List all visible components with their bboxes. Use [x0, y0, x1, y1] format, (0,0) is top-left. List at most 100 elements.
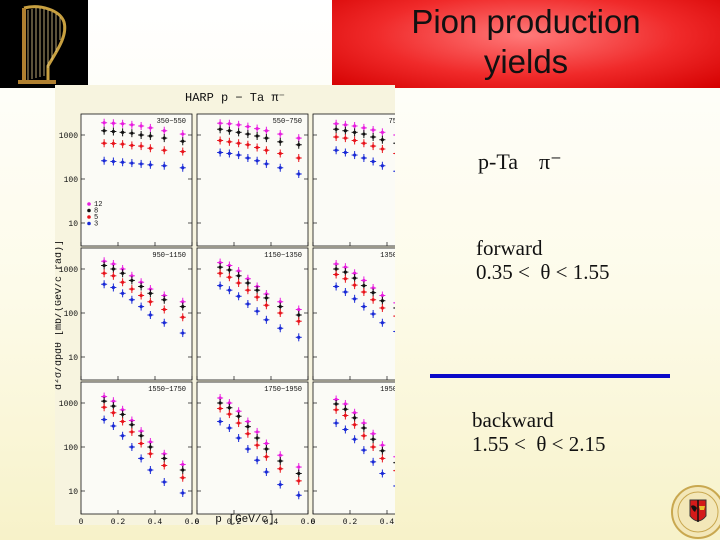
data-point [344, 402, 347, 405]
data-point [237, 281, 240, 284]
data-point [228, 412, 231, 415]
data-point [112, 424, 115, 427]
data-point [381, 131, 384, 134]
data-point [381, 164, 384, 167]
data-point [335, 122, 338, 125]
data-point [279, 305, 282, 308]
data-point [149, 126, 152, 129]
data-point [344, 414, 347, 417]
data-point [362, 434, 365, 437]
data-point [335, 273, 338, 276]
data-point [297, 172, 300, 175]
forward-range: 0.35 < θ < 1.55 [476, 260, 610, 284]
data-point [297, 136, 300, 139]
reaction-text: p-Ta [478, 149, 518, 174]
forward-label: forward [476, 236, 610, 260]
data-point [362, 290, 365, 293]
data-point [256, 146, 259, 149]
data-point [297, 308, 300, 311]
data-point [130, 279, 133, 282]
data-point [279, 483, 282, 486]
data-point [372, 291, 375, 294]
data-point [228, 129, 231, 132]
data-point [112, 404, 115, 407]
data-point [103, 159, 106, 162]
data-point [181, 166, 184, 169]
data-point [372, 445, 375, 448]
data-point [344, 129, 347, 132]
y-tick-label: 100 [64, 310, 79, 319]
data-point [344, 408, 347, 411]
data-point [140, 124, 143, 127]
data-point [362, 448, 365, 451]
data-point [237, 142, 240, 145]
data-point [297, 494, 300, 497]
panel-frame [197, 382, 308, 514]
data-point [121, 161, 124, 164]
data-point [335, 402, 338, 405]
data-point [219, 139, 222, 142]
data-point [140, 294, 143, 297]
data-point [103, 406, 106, 409]
data-point [103, 400, 106, 403]
plot-panel: HARP p − Ta π⁻350−550100010010550−750750… [55, 85, 395, 525]
data-point [246, 425, 249, 428]
panel-label: 1550−1750 [148, 386, 186, 394]
data-point [279, 166, 282, 169]
data-point [297, 143, 300, 146]
data-point [130, 161, 133, 164]
data-point [372, 460, 375, 463]
data-point [219, 401, 222, 404]
data-point [140, 285, 143, 288]
panel-frame [81, 382, 192, 514]
data-point [121, 122, 124, 125]
y-tick-label: 100 [64, 444, 79, 453]
data-point [246, 289, 249, 292]
data-point [163, 129, 166, 132]
data-point [335, 135, 338, 138]
data-point [246, 143, 249, 146]
x-axis-label: p [GeV/c] [215, 514, 274, 525]
data-point [163, 321, 166, 324]
data-point [335, 285, 338, 288]
data-point [279, 327, 282, 330]
slide-title: Pion production yields [332, 2, 720, 82]
data-point [237, 274, 240, 277]
data-point [140, 133, 143, 136]
panel-label: 1350−1550 [380, 252, 395, 260]
data-point [265, 470, 268, 473]
data-point [181, 132, 184, 135]
data-point [121, 292, 124, 295]
data-point [381, 138, 384, 141]
data-point [372, 144, 375, 147]
y-axis-label: d²σ/dpdθ [mb/(GeV/c rad)] [55, 240, 65, 390]
data-point [265, 149, 268, 152]
data-point [372, 135, 375, 138]
data-point [381, 449, 384, 452]
data-point [219, 272, 222, 275]
backward-label: backward [472, 408, 606, 432]
data-point [353, 297, 356, 300]
data-point [344, 151, 347, 154]
pion-symbol: π⁻ [539, 149, 562, 174]
data-point [181, 140, 184, 143]
data-point [344, 428, 347, 431]
data-point [256, 444, 259, 447]
backward-block: backward 1.55 < θ < 2.15 [472, 408, 606, 456]
panel-frame [81, 248, 192, 380]
data-point [112, 267, 115, 270]
data-point [219, 420, 222, 423]
data-point [344, 277, 347, 280]
data-point [140, 457, 143, 460]
data-point [372, 432, 375, 435]
data-point [381, 444, 384, 447]
data-point [163, 308, 166, 311]
data-point [362, 279, 365, 282]
data-point [344, 136, 347, 139]
data-point [265, 129, 268, 132]
panel-frame [197, 248, 308, 380]
data-point [163, 298, 166, 301]
data-point [344, 270, 347, 273]
chart-title: HARP p − Ta π⁻ [185, 91, 285, 105]
panel-frame [313, 248, 395, 380]
